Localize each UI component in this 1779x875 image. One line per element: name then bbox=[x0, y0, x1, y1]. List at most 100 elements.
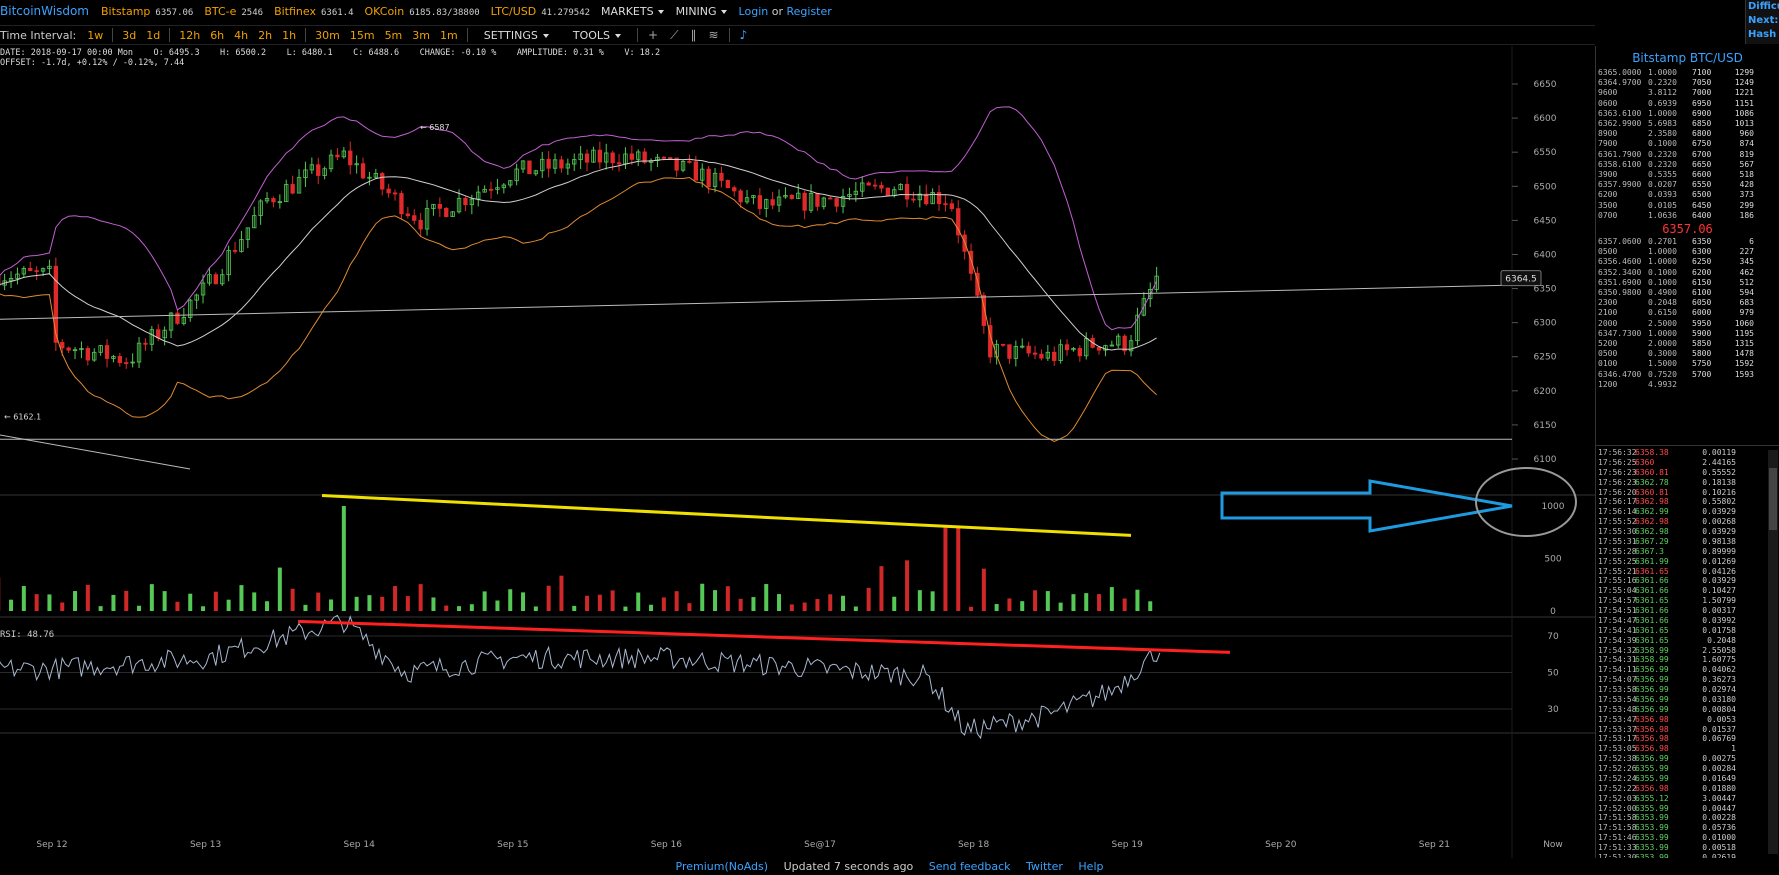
trade-price: 6356.99 bbox=[1635, 665, 1669, 675]
orderbook-title[interactable]: Bitstamp BTC/USD bbox=[1632, 51, 1743, 65]
tools-menu[interactable]: TOOLS bbox=[573, 29, 622, 42]
interval-1h[interactable]: 1h bbox=[282, 28, 297, 42]
ticker-btce[interactable]: BTC-e 2546 bbox=[204, 4, 264, 18]
bid-cell: 1.5000 bbox=[1648, 359, 1677, 369]
ticker-bitfinex[interactable]: Bitfinex 6361.4 bbox=[274, 4, 354, 18]
candle bbox=[930, 188, 935, 205]
ask-row[interactable]: 6361.7900 0.2320 6700 819 bbox=[1598, 150, 1758, 160]
trade-price: 6355.99 bbox=[1635, 803, 1669, 813]
trade-amount: 0.98138 bbox=[1702, 536, 1736, 546]
candle bbox=[296, 169, 302, 194]
crosshair-icon[interactable]: + bbox=[648, 28, 659, 42]
bid-cell: 0.2048 bbox=[1648, 298, 1677, 308]
ticker-bitstamp[interactable]: Bitstamp 6357.06 bbox=[101, 4, 194, 18]
parallel-line-icon[interactable]: ∥ bbox=[690, 28, 697, 42]
line-icon[interactable]: ⟋ bbox=[670, 27, 679, 42]
interval-1d[interactable]: 1d bbox=[146, 28, 161, 42]
ticker-ltcusd[interactable]: LTC/USD 41.279542 bbox=[490, 4, 591, 18]
register-link[interactable]: Register bbox=[786, 4, 832, 18]
trade-scrollbar[interactable] bbox=[1768, 450, 1778, 854]
bid-row[interactable]: 2300 0.2048 6050 683 bbox=[1598, 298, 1758, 308]
interval-15m[interactable]: 15m bbox=[349, 28, 375, 42]
candle bbox=[751, 195, 756, 205]
bid-row[interactable]: 0500 0.3000 5800 1478 bbox=[1598, 349, 1758, 359]
mining-menu[interactable]: MINING bbox=[676, 5, 727, 18]
bid-row[interactable]: 6357.0600 0.2701 6350 6 bbox=[1598, 237, 1758, 247]
trade-row: 17:54:51 6361.66 0.00317 bbox=[1596, 606, 1779, 616]
ask-row[interactable]: 6357.9900 0.0207 6550 428 bbox=[1598, 180, 1758, 190]
trade-price: 6358.38 bbox=[1635, 448, 1669, 457]
bell-icon[interactable]: ♪ bbox=[739, 28, 748, 42]
bid-row[interactable]: 1200 4.9932 bbox=[1598, 380, 1758, 390]
ask-row[interactable]: 6364.9700 0.2320 7050 1249 bbox=[1598, 78, 1758, 88]
bid-row[interactable]: 0500 1.0000 6300 227 bbox=[1598, 247, 1758, 257]
trade-amount: 0.00317 bbox=[1702, 606, 1736, 615]
ask-row[interactable]: 6358.6100 0.2320 6650 567 bbox=[1598, 160, 1758, 170]
interval-3d[interactable]: 3d bbox=[122, 28, 137, 42]
ask-row[interactable]: 6363.6100 1.0000 6900 1086 bbox=[1598, 109, 1758, 119]
interval-6h[interactable]: 6h bbox=[210, 28, 225, 42]
ask-cell: 874 bbox=[1739, 139, 1754, 149]
interval-2h[interactable]: 2h bbox=[258, 28, 273, 42]
bid-cell: 512 bbox=[1739, 277, 1754, 287]
bid-row[interactable]: 6351.6900 0.1000 6150 512 bbox=[1598, 278, 1758, 288]
candle bbox=[136, 337, 142, 369]
ask-row[interactable]: 0700 1.0636 6400 186 bbox=[1598, 211, 1758, 221]
bid-row[interactable]: 2000 2.5000 5950 1060 bbox=[1598, 319, 1758, 329]
interval-1w[interactable]: 1w bbox=[87, 28, 104, 42]
login-link[interactable]: Login bbox=[738, 4, 769, 18]
bid-row[interactable]: 6350.9800 0.4900 6100 594 bbox=[1598, 288, 1758, 298]
ask-row[interactable]: 6200 0.0393 6500 373 bbox=[1598, 190, 1758, 200]
trade-history[interactable]: 17:56:32 6358.38 0.00119 17:56:25 6360 2.4416… bbox=[1596, 445, 1779, 862]
volume-bar bbox=[213, 591, 218, 611]
trade-amount: 0.00804 bbox=[1702, 704, 1736, 714]
interval-4h[interactable]: 4h bbox=[234, 28, 249, 42]
feedback-link[interactable]: Send feedback bbox=[928, 860, 1011, 873]
bid-row[interactable]: 0100 1.5000 5750 1592 bbox=[1598, 359, 1758, 369]
trade-time: 17:51:46 bbox=[1598, 833, 1637, 843]
bid-row[interactable]: 6347.7300 1.0000 5900 1195 bbox=[1598, 329, 1758, 339]
date-tick-label: Sep 15 bbox=[497, 840, 528, 850]
price-tick-label: 6300 bbox=[1534, 319, 1557, 329]
bid-row[interactable]: 2100 0.6150 6000 979 bbox=[1598, 308, 1758, 318]
trade-price: 6361.99 bbox=[1635, 556, 1669, 566]
volume-bar bbox=[303, 604, 308, 611]
interval-5m[interactable]: 5m bbox=[384, 28, 403, 42]
ask-row[interactable]: 6365.0000 1.0000 7100 1299 bbox=[1598, 68, 1758, 78]
twitter-link[interactable]: Twitter bbox=[1026, 860, 1063, 873]
ask-cell: 0.5355 bbox=[1648, 170, 1677, 180]
ask-row[interactable]: 0600 0.6939 6950 1151 bbox=[1598, 99, 1758, 109]
ask-row[interactable]: 6362.9900 5.6983 6850 1013 bbox=[1598, 119, 1758, 129]
premium-link[interactable]: Premium(NoAds) bbox=[675, 860, 769, 873]
trade-time: 17:54:07 bbox=[1598, 675, 1637, 685]
candle bbox=[2, 273, 7, 291]
interval-12h[interactable]: 12h bbox=[179, 28, 201, 42]
ask-row[interactable]: 8900 2.3580 6800 960 bbox=[1598, 129, 1758, 139]
interval-1m[interactable]: 1m bbox=[440, 28, 458, 42]
volume-bar bbox=[533, 606, 538, 611]
markets-menu[interactable]: MARKETS bbox=[601, 5, 664, 18]
trade-row: 17:54:32 6358.99 2.55058 bbox=[1596, 646, 1779, 656]
settings-menu[interactable]: SETTINGS bbox=[484, 29, 549, 42]
difficulty-panel[interactable]: Difficu Next: Hash R bbox=[1745, 0, 1779, 44]
ask-cell: 6500 bbox=[1692, 190, 1712, 200]
price-chart[interactable]: ← 6587 ← 6162.1 6364.5 6650 6600 6550 6500 645… bbox=[0, 46, 1595, 858]
brand-logo[interactable]: BitcoinWisdom bbox=[0, 4, 89, 18]
ticker-okcoin[interactable]: OKCoin 6185.83/38800 bbox=[364, 4, 480, 18]
ask-row[interactable]: 7900 0.1000 6750 874 bbox=[1598, 139, 1758, 149]
bid-row[interactable]: 6346.4700 0.7520 5700 1593 bbox=[1598, 370, 1758, 380]
fib-icon[interactable]: ≋ bbox=[708, 28, 719, 42]
bid-row[interactable]: 6356.4600 1.0000 6250 345 bbox=[1598, 257, 1758, 267]
ask-row[interactable]: 3500 0.0105 6450 299 bbox=[1598, 201, 1758, 211]
trade-amount: 0.2048 bbox=[1707, 635, 1736, 645]
bid-row[interactable]: 6352.3400 0.1000 6200 462 bbox=[1598, 268, 1758, 278]
ask-row[interactable]: 9600 3.8112 7000 1221 bbox=[1598, 88, 1758, 98]
ask-row[interactable]: 3900 0.5355 6600 518 bbox=[1598, 170, 1758, 180]
volume-bar bbox=[879, 566, 884, 611]
help-link[interactable]: Help bbox=[1078, 860, 1104, 873]
bid-row[interactable]: 5200 2.0000 5850 1315 bbox=[1598, 339, 1758, 349]
interval-3m[interactable]: 3m bbox=[412, 28, 430, 42]
candle bbox=[316, 157, 321, 184]
date-tick-label: Sep 20 bbox=[1265, 840, 1297, 850]
interval-30m[interactable]: 30m bbox=[315, 28, 340, 42]
